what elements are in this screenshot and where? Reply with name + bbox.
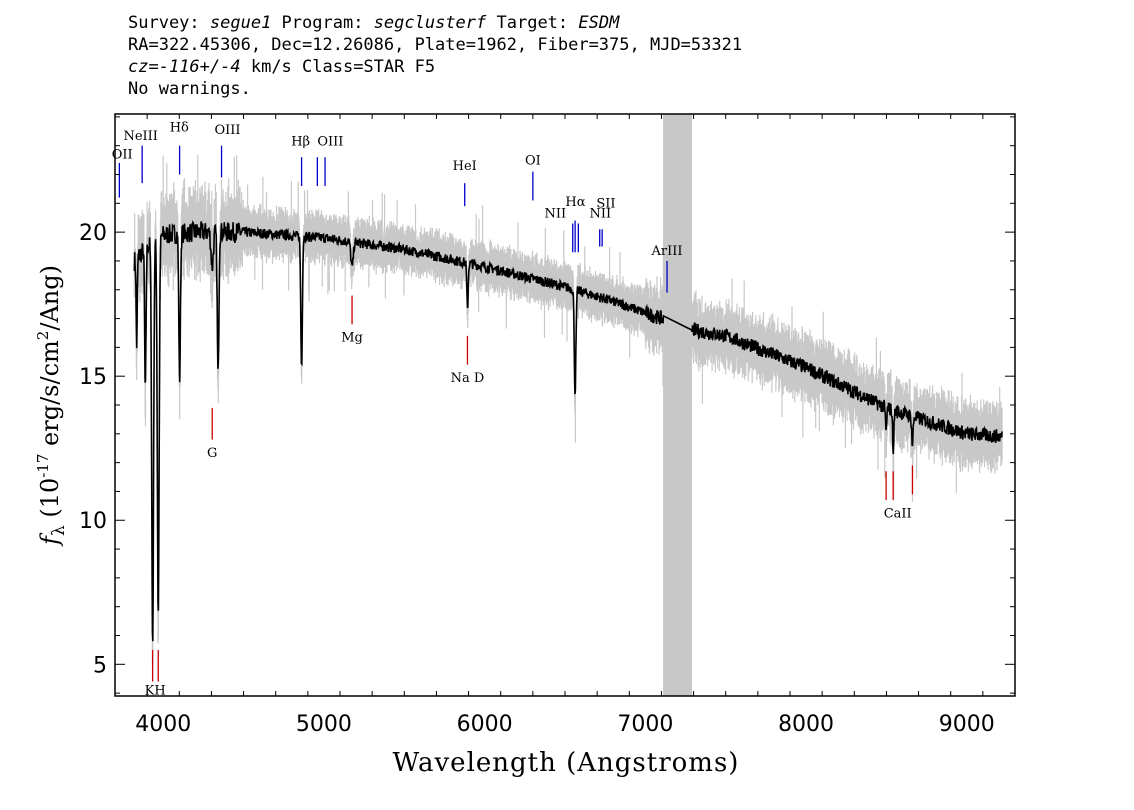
flux-layer bbox=[133, 219, 1003, 642]
header-line-redshift: cz=-116+/-4 km/s Class=STAR F5 bbox=[128, 57, 436, 77]
y-tick-label: 10 bbox=[79, 509, 107, 534]
spectrum-header: Survey: segue1 Program: segclusterf Targ… bbox=[128, 12, 742, 100]
x-tick-label: 8000 bbox=[778, 712, 834, 737]
x-axis-label: Wavelength (Angstroms) bbox=[393, 748, 740, 778]
masked-region bbox=[663, 114, 692, 696]
absorption-label: CaII bbox=[884, 506, 912, 521]
header-line-warnings: No warnings. bbox=[128, 79, 251, 99]
emission-label: Hβ bbox=[291, 135, 310, 150]
x-tick-label: 9000 bbox=[939, 712, 995, 737]
emission-label: NII bbox=[545, 207, 567, 222]
emission-label: ArIII bbox=[651, 244, 683, 259]
x-tick-label: 7000 bbox=[617, 712, 673, 737]
absorption-label: G bbox=[207, 446, 217, 461]
emission-label: OI bbox=[525, 153, 541, 168]
masked-region-layer bbox=[663, 114, 692, 696]
emission-label: OIII bbox=[214, 123, 240, 138]
survey-value: segue1 bbox=[209, 13, 272, 33]
emission-label: HeI bbox=[453, 159, 477, 174]
absorption-label: Na D bbox=[451, 371, 485, 386]
y-tick-label: 15 bbox=[79, 365, 107, 390]
header-line-coordinates: RA=322.45306, Dec=12.26086, Plate=1962, … bbox=[128, 35, 743, 55]
y-tick-label: 5 bbox=[93, 653, 107, 678]
y-tick-label: 20 bbox=[79, 221, 107, 246]
emission-label: OIII bbox=[317, 135, 343, 150]
cz-value: -116+/-4 bbox=[158, 57, 241, 77]
axis-layer: 4000 5000 6000 7000 8000 9000 5 10 15 20 bbox=[79, 113, 1016, 737]
emission-label: SII bbox=[596, 197, 615, 212]
x-tick-label: 6000 bbox=[457, 712, 513, 737]
emission-label: NII bbox=[590, 207, 612, 222]
flux-line bbox=[133, 219, 1003, 642]
emission-label: Hα bbox=[565, 195, 585, 210]
y-axis-label: fλ (10-17 erg/s/cm2/Ang) bbox=[34, 265, 69, 547]
x-tick-label: 4000 bbox=[135, 712, 191, 737]
emission-label: Hδ bbox=[170, 120, 189, 135]
absorption-label: KH bbox=[145, 684, 166, 699]
header-line-survey: Survey: segue1 Program: segclusterf Targ… bbox=[128, 13, 620, 33]
absorption-label: Mg bbox=[341, 331, 363, 346]
emission-label: NeIII bbox=[123, 129, 157, 144]
x-tick-label: 5000 bbox=[296, 712, 352, 737]
target-value: ESDM bbox=[578, 13, 620, 33]
emission-label: OII bbox=[112, 148, 133, 163]
program-value: segclusterf bbox=[373, 13, 487, 33]
